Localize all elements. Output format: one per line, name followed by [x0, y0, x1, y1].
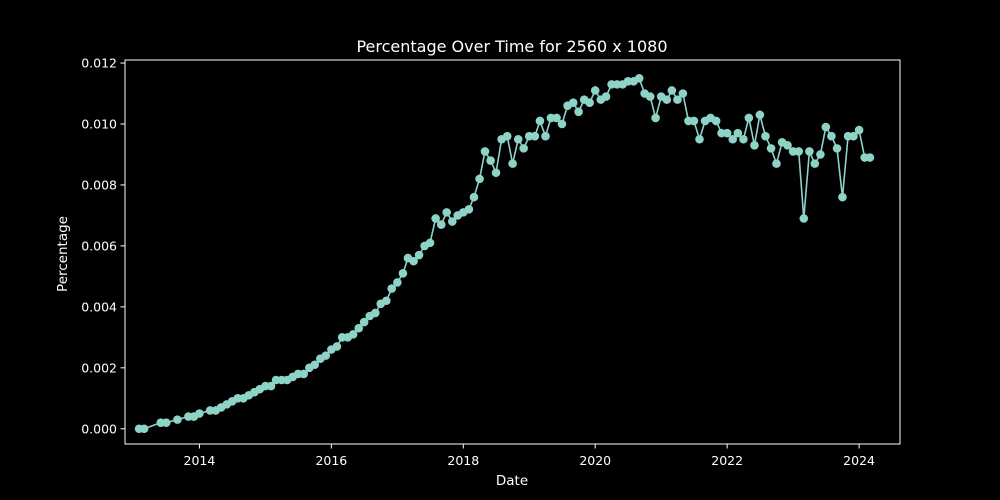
data-point-2015-02-01: [266, 381, 276, 391]
data-point-2020-01-01: [590, 86, 600, 95]
data-point-2020-12-01: [651, 113, 660, 123]
data-point-2018-05-01: [480, 147, 490, 156]
data-point-2018-12-01: [519, 144, 528, 153]
data-point-2018-10-01: [508, 159, 517, 168]
data-point-2023-03-01: [799, 214, 809, 223]
axes-frame: [124, 59, 901, 445]
data-point-2013-09-01: [173, 415, 182, 424]
y-tick-label-0.010: 0.010: [81, 117, 117, 132]
y-tick-label-0.006: 0.006: [81, 238, 117, 253]
data-point-2016-07-01: [359, 317, 369, 327]
data-point-2022-10-01: [772, 159, 781, 168]
data-point-2022-03-01: [733, 128, 743, 138]
y-axis-label: Percentage: [55, 216, 71, 292]
data-point-2018-02-01: [464, 205, 474, 214]
data-point-2019-02-01: [530, 131, 540, 141]
data-point-2023-12-01: [849, 131, 858, 141]
data-point-2018-07-01: [491, 168, 501, 178]
data-point-2016-05-01: [348, 329, 358, 339]
data-point-2023-05-01: [810, 159, 820, 168]
data-point-2018-11-01: [513, 134, 523, 144]
data-point-2016-11-01: [382, 296, 391, 306]
data-point-2017-01-01: [393, 278, 402, 287]
chart-title: Percentage Over Time for 2560 x 1080: [356, 37, 667, 56]
data-point-2017-11-01: [447, 217, 457, 226]
data-point-2022-04-01: [739, 134, 748, 144]
data-point-2023-10-01: [838, 192, 847, 202]
data-point-2021-03-01: [667, 86, 677, 95]
data-point-2015-12-01: [321, 351, 331, 360]
data-point-2022-01-01: [722, 128, 732, 138]
x-tick-label-2014: 2014: [184, 453, 216, 468]
data-point-2017-02-01: [398, 269, 408, 278]
data-point-2019-03-01: [535, 116, 545, 126]
data-point-2016-06-01: [354, 323, 364, 333]
data-point-2022-12-01: [783, 141, 792, 150]
data-point-2021-11-01: [711, 116, 721, 126]
data-point-2020-11-01: [645, 92, 655, 101]
x-tick-label-2018: 2018: [447, 453, 479, 468]
data-point-2019-12-01: [585, 98, 594, 107]
x-tick-label-2022: 2022: [711, 453, 743, 468]
data-point-2024-03-01: [865, 153, 875, 162]
y-tick-label-0.000: 0.000: [81, 421, 117, 436]
data-point-2023-02-01: [794, 147, 804, 156]
data-point-2018-03-01: [469, 192, 479, 202]
data-point-2015-08-01: [299, 369, 309, 379]
data-point-2023-04-01: [805, 147, 814, 156]
data-point-2019-06-01: [552, 113, 561, 123]
data-point-2018-04-01: [475, 174, 484, 184]
data-point-2016-02-01: [332, 342, 342, 351]
data-point-2013-07-01: [161, 418, 171, 427]
data-point-2021-07-01: [689, 116, 699, 126]
data-point-2016-12-01: [387, 284, 397, 293]
data-point-2023-06-01: [816, 150, 825, 159]
data-point-2018-09-01: [502, 131, 512, 141]
data-point-2021-08-01: [695, 134, 704, 144]
data-point-2022-08-01: [761, 131, 770, 141]
data-point-2017-07-01: [425, 238, 435, 248]
data-point-2018-06-01: [486, 156, 495, 165]
x-tick-label-2024: 2024: [843, 453, 875, 468]
data-point-2019-09-01: [568, 98, 578, 107]
data-point-2017-10-01: [442, 208, 451, 217]
data-point-2022-09-01: [766, 144, 776, 153]
data-point-2022-07-01: [755, 110, 765, 120]
data-point-2017-09-01: [436, 220, 446, 229]
data-point-2015-10-01: [310, 360, 320, 370]
data-point-2022-05-01: [744, 113, 754, 123]
data-point-2013-03-01: [139, 424, 149, 434]
data-point-2020-03-01: [601, 92, 611, 101]
y-tick-label-0.002: 0.002: [81, 360, 117, 375]
x-tick-label-2016: 2016: [315, 453, 347, 468]
x-tick-label-2020: 2020: [579, 453, 611, 468]
x-axis-label: Date: [496, 473, 528, 489]
data-point-2014-01-01: [195, 409, 204, 418]
data-point-2023-09-01: [832, 144, 842, 153]
data-point-2017-05-01: [414, 250, 424, 260]
y-tick-label-0.008: 0.008: [81, 177, 117, 192]
data-point-2021-02-01: [662, 95, 672, 104]
data-point-2021-05-01: [678, 89, 688, 98]
data-point-2022-02-01: [728, 134, 738, 144]
data-point-2022-06-01: [750, 141, 759, 150]
data-point-2016-09-01: [371, 308, 380, 318]
data-point-2017-08-01: [431, 214, 440, 223]
data-point-2021-04-01: [673, 95, 682, 104]
y-tick-label-0.004: 0.004: [81, 299, 117, 314]
data-point-2020-09-01: [634, 73, 644, 83]
data-point-2023-08-01: [827, 131, 836, 141]
data-point-2024-01-01: [854, 125, 864, 135]
y-tick-label-0.012: 0.012: [81, 56, 117, 71]
data-point-2019-04-01: [541, 131, 550, 141]
data-point-2023-07-01: [821, 122, 831, 132]
data-point-2017-04-01: [409, 256, 418, 266]
data-point-2019-07-01: [557, 119, 567, 129]
plot-area: 2014 2016 2018 2020 2022 2024 0.000 0.002 0.004 0…: [81, 56, 901, 468]
data-point-2019-10-01: [574, 107, 583, 117]
